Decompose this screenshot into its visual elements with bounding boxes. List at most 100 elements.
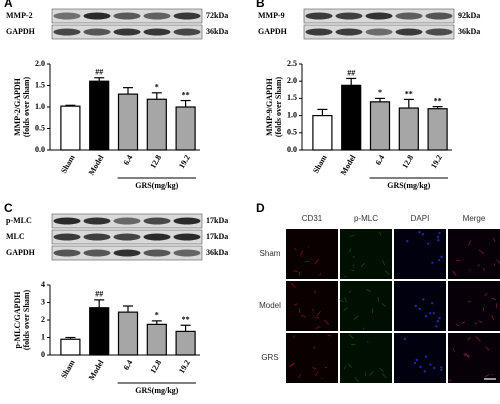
- stain: [382, 260, 386, 266]
- nucleus: [419, 365, 422, 369]
- stain: [477, 264, 480, 267]
- nucleus: [435, 325, 438, 328]
- micrograph: [286, 333, 338, 383]
- x-axis-label: GRS(mg/kg): [135, 181, 178, 190]
- micrograph: [394, 333, 446, 383]
- nucleus: [414, 304, 417, 308]
- stain: [300, 250, 304, 256]
- significance-mark: ##: [95, 290, 103, 299]
- panel-letter: C: [4, 201, 13, 215]
- blot-band: [143, 12, 171, 20]
- stain: [316, 310, 321, 317]
- stain: [379, 231, 382, 236]
- nucleus: [403, 337, 407, 341]
- column-label: DAPI: [411, 214, 430, 223]
- stain: [352, 255, 355, 259]
- bar: [175, 106, 196, 151]
- stain: [468, 240, 471, 246]
- x-axis-label: GRS(mg/kg): [387, 181, 430, 190]
- blot-band: [173, 12, 201, 20]
- nucleus: [413, 361, 417, 365]
- stain: [463, 353, 466, 357]
- bar: [146, 98, 167, 151]
- significance-mark: **: [434, 96, 442, 105]
- micrograph: [286, 281, 338, 331]
- image-panel: D CD31 p-MLC DAPI Merge Sham Model GRS: [256, 201, 500, 383]
- stain: [491, 297, 496, 301]
- blot-band: [395, 12, 423, 20]
- blot-weight: 36kDa: [206, 27, 228, 36]
- y-tick-label: 1.5: [35, 80, 45, 89]
- significance-mark: *: [155, 311, 159, 320]
- blot-band: [113, 217, 141, 225]
- blot-band: [425, 12, 453, 20]
- stain: [448, 379, 452, 382]
- x-axis-label: GRS(mg/kg): [135, 386, 178, 395]
- blot-band: [173, 28, 201, 36]
- y-tick-label: 1.0: [35, 102, 45, 111]
- significance-mark: ##: [95, 68, 103, 77]
- stain: [478, 249, 485, 255]
- stain: [344, 366, 346, 370]
- blot-band: [113, 249, 141, 257]
- micrograph: [394, 281, 446, 331]
- stain: [349, 234, 355, 237]
- stain: [294, 248, 297, 251]
- y-tick-label: 0.5: [35, 123, 45, 132]
- stain: [293, 270, 298, 273]
- blot-name: GAPDH: [6, 27, 36, 36]
- significance-mark: ##: [347, 68, 355, 77]
- stain: [349, 248, 351, 253]
- blot-weight: 92kDa: [458, 11, 480, 20]
- stain: [348, 334, 354, 339]
- blot-band: [53, 217, 81, 225]
- nucleus: [418, 230, 421, 234]
- nucleus: [436, 319, 439, 323]
- stain: [484, 292, 488, 297]
- x-tick-label: 12.8: [400, 153, 415, 170]
- stain: [343, 275, 347, 278]
- y-tick-label: 0: [41, 350, 45, 359]
- blot-band: [83, 233, 111, 241]
- column-label: p-MLC: [354, 214, 378, 223]
- stain: [354, 377, 360, 383]
- nucleus: [430, 302, 434, 305]
- blot-band: [113, 28, 141, 36]
- blot-name: GAPDH: [6, 248, 36, 257]
- panel-letter: B: [256, 0, 265, 10]
- blot-band: [143, 249, 171, 257]
- blot-band: [365, 28, 393, 36]
- stain: [344, 297, 347, 303]
- micrograph: [448, 333, 500, 383]
- stain: [289, 363, 295, 368]
- nucleus: [423, 370, 426, 373]
- nucleus: [432, 311, 436, 315]
- bar: [341, 84, 362, 151]
- stain: [315, 371, 319, 377]
- blot-band: [173, 233, 201, 241]
- stain: [298, 308, 301, 314]
- significance-mark: **: [182, 90, 190, 99]
- stain: [348, 363, 353, 368]
- row-label: GRS: [261, 353, 278, 362]
- blot-name: MMP-9: [258, 11, 285, 20]
- stain: [385, 270, 390, 276]
- stain: [485, 346, 490, 351]
- blot-band: [53, 28, 81, 36]
- panel-letter: D: [256, 201, 265, 215]
- blot-band: [173, 217, 201, 225]
- stain: [452, 270, 457, 277]
- x-tick-label: 6.4: [374, 153, 387, 166]
- stain: [474, 322, 478, 325]
- micrograph: [340, 281, 392, 331]
- stain: [364, 372, 367, 376]
- stain: [362, 327, 365, 330]
- stain: [348, 290, 352, 294]
- stain: [313, 290, 317, 294]
- nucleus: [415, 358, 419, 362]
- stain: [478, 320, 483, 323]
- stain: [324, 366, 328, 369]
- x-tick-label: Model: [87, 153, 106, 177]
- stain: [484, 373, 490, 378]
